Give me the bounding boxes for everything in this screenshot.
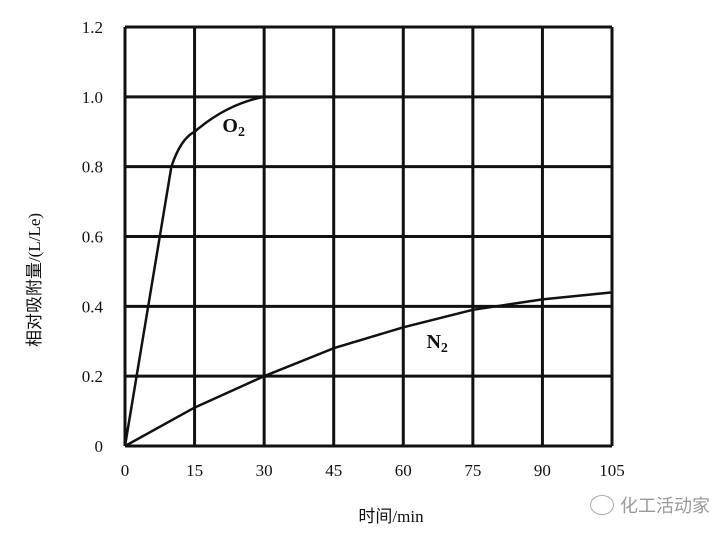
grid <box>123 25 614 448</box>
series-label-n2: N2 <box>426 331 447 356</box>
y-tick-label: 1.0 <box>82 88 103 107</box>
x-axis-label: 时间/min <box>358 507 424 526</box>
x-tick-label: 60 <box>395 461 412 480</box>
wechat-icon <box>590 495 614 515</box>
series-lines: O2 N2 <box>123 95 613 448</box>
y-tick-label: 0.8 <box>82 158 103 177</box>
y-axis-label: 相对吸附量/(L/Le) <box>25 213 44 347</box>
y-tick-label: 0.6 <box>82 228 103 247</box>
x-tick-label: 30 <box>256 461 273 480</box>
x-tick-label: 0 <box>121 461 130 480</box>
series-label-o2: O2 <box>222 115 245 140</box>
y-tick-label: 0.2 <box>82 367 103 386</box>
watermark-text: 化工活动家 <box>620 496 710 517</box>
x-tick-label: 15 <box>186 461 203 480</box>
series-line-n2 <box>124 291 613 448</box>
x-tick-label: 45 <box>325 461 342 480</box>
y-tick-label: 1.2 <box>82 18 103 37</box>
watermark: 化工活动家 <box>590 492 710 518</box>
x-tick-label: 105 <box>599 461 625 480</box>
x-tick-label: 90 <box>534 461 551 480</box>
series-line-o2 <box>123 95 265 447</box>
x-tick-label: 75 <box>464 461 481 480</box>
y-tick-label: 0.4 <box>82 297 104 316</box>
y-tick-label: 0 <box>95 437 104 456</box>
tick-labels: 0 15 30 45 60 75 90 105 0 0.2 0.4 0.6 0.8 1.0 1.2 <box>82 18 625 480</box>
